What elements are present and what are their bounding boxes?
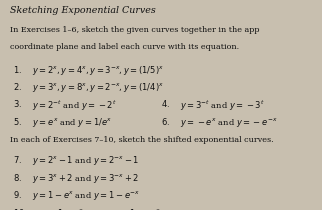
Text: $\mathit{3.}$: $\mathit{3.}$	[13, 98, 22, 109]
Text: $\mathit{4.}$: $\mathit{4.}$	[161, 98, 170, 109]
Text: Sketching Exponential Curves: Sketching Exponential Curves	[10, 6, 156, 15]
Text: $\mathit{10.}$: $\mathit{10.}$	[13, 207, 27, 210]
Text: $y = e^x$ and $y = 1/e^x$: $y = e^x$ and $y = 1/e^x$	[32, 116, 112, 129]
Text: $y = 1 - e^x$ and $y = 1 - e^{-x}$: $y = 1 - e^x$ and $y = 1 - e^{-x}$	[32, 189, 140, 202]
Text: $\mathit{6.}$: $\mathit{6.}$	[161, 116, 170, 127]
Text: $y = 2^{-t}$ and $y = -2^t$: $y = 2^{-t}$ and $y = -2^t$	[32, 98, 117, 113]
Text: coordinate plane and label each curve with its equation.: coordinate plane and label each curve wi…	[10, 43, 239, 51]
Text: $y = 3^{-t}$ and $y = -3^t$: $y = 3^{-t}$ and $y = -3^t$	[180, 98, 265, 113]
Text: $\mathit{8.}$: $\mathit{8.}$	[13, 172, 22, 183]
Text: $y = 2^x - 1$ and $y = 2^{-x} - 1$: $y = 2^x - 1$ and $y = 2^{-x} - 1$	[32, 155, 139, 168]
Text: $\mathit{1.}$: $\mathit{1.}$	[13, 64, 22, 75]
Text: $y = -e^x$ and $y = -e^{-x}$: $y = -e^x$ and $y = -e^{-x}$	[180, 116, 278, 129]
Text: In each of Exercises 7–10, sketch the shifted exponential curves.: In each of Exercises 7–10, sketch the sh…	[10, 136, 273, 144]
Text: $\mathit{5.}$: $\mathit{5.}$	[13, 116, 22, 127]
Text: $y = -1 - e^x$ and $y = -1 - e^{-x}$: $y = -1 - e^x$ and $y = -1 - e^{-x}$	[32, 207, 161, 210]
Text: $\mathit{9.}$: $\mathit{9.}$	[13, 189, 22, 200]
Text: $\mathit{2.}$: $\mathit{2.}$	[13, 81, 22, 92]
Text: $\mathit{7.}$: $\mathit{7.}$	[13, 155, 22, 165]
Text: $y = 3^x + 2$ and $y = 3^{-x} + 2$: $y = 3^x + 2$ and $y = 3^{-x} + 2$	[32, 172, 139, 185]
Text: $y = 2^x, y = 4^x, y = 3^{-x}, y = (1/5)^x$: $y = 2^x, y = 4^x, y = 3^{-x}, y = (1/5)…	[32, 64, 164, 77]
Text: In Exercises 1–6, sketch the given curves together in the app: In Exercises 1–6, sketch the given curve…	[10, 26, 259, 34]
Text: $y = 3^x, y = 8^x, y = 2^{-x}, y = (1/4)^x$: $y = 3^x, y = 8^x, y = 2^{-x}, y = (1/4)…	[32, 81, 164, 94]
